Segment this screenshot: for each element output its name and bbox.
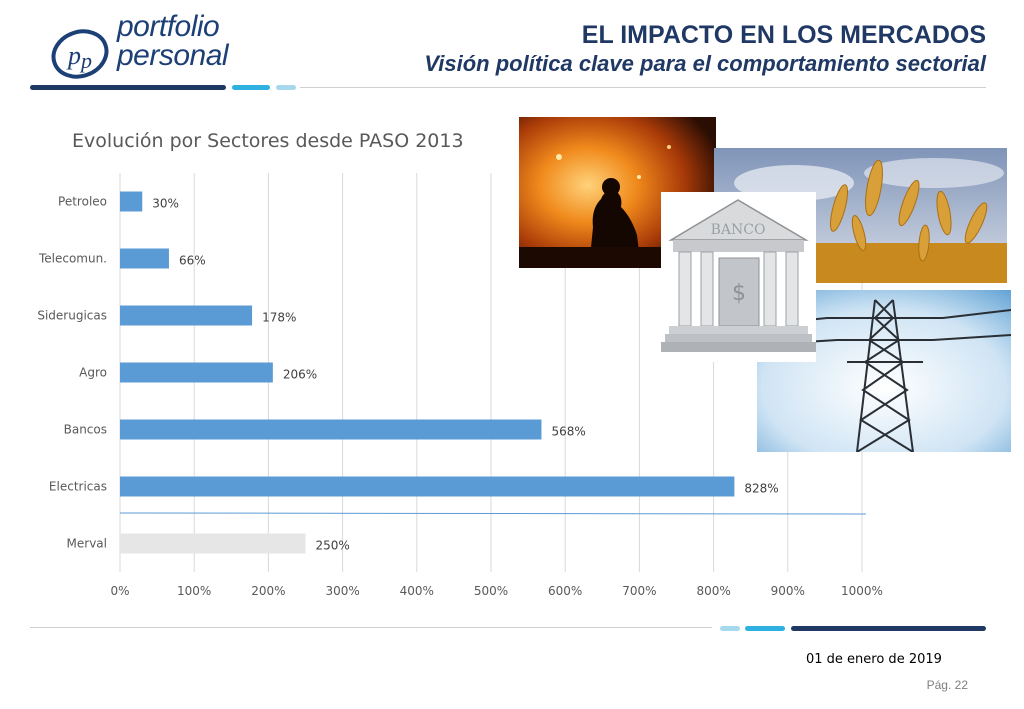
bottom-segment-blue bbox=[745, 626, 785, 631]
data-label: 206% bbox=[283, 368, 317, 382]
logo-wordmark: portfolio personal bbox=[117, 10, 229, 72]
category-label: Telecomun. bbox=[38, 252, 107, 266]
x-tick-label: 400% bbox=[400, 584, 434, 598]
svg-text:p: p bbox=[79, 48, 92, 73]
data-label: 178% bbox=[262, 311, 296, 325]
svg-text:p: p bbox=[66, 41, 81, 70]
data-label: 828% bbox=[744, 482, 778, 496]
divider-segment-dark bbox=[30, 85, 226, 90]
chart-title: Evolución por Sectores desde PASO 2013 bbox=[72, 130, 464, 152]
data-label: 568% bbox=[551, 425, 585, 439]
data-label: 30% bbox=[152, 197, 179, 211]
bar bbox=[120, 419, 542, 440]
category-label: Merval bbox=[67, 537, 107, 551]
divider-segment-blue bbox=[232, 85, 270, 90]
bar bbox=[120, 191, 143, 212]
category-label: Bancos bbox=[64, 423, 107, 437]
separator-line bbox=[119, 512, 867, 515]
portfolio-logo-icon: p p bbox=[51, 29, 109, 79]
bottom-segment-light bbox=[720, 626, 740, 631]
bar bbox=[120, 305, 253, 326]
slide-title: EL IMPACTO EN LOS MERCADOS bbox=[581, 21, 986, 49]
page-number: Pág. 22 bbox=[926, 678, 968, 692]
slide-date: 01 de enero de 2019 bbox=[806, 652, 942, 667]
data-label: 66% bbox=[179, 254, 206, 268]
logo-line-2: personal bbox=[117, 39, 229, 72]
bar bbox=[120, 362, 273, 383]
category-label: Agro bbox=[79, 366, 107, 380]
category-label: Electricas bbox=[49, 480, 107, 494]
divider-line bbox=[300, 87, 986, 88]
bank-building-photo: BANCO $ bbox=[661, 192, 816, 362]
x-tick-label: 300% bbox=[325, 584, 359, 598]
slide-title-block: EL IMPACTO EN LOS MERCADOS Visión políti… bbox=[424, 20, 986, 78]
bottom-divider-line bbox=[30, 627, 712, 628]
svg-text:$: $ bbox=[732, 281, 746, 306]
x-tick-label: 1000% bbox=[841, 584, 883, 598]
x-tick-label: 200% bbox=[251, 584, 285, 598]
x-tick-label: 900% bbox=[771, 584, 805, 598]
bar bbox=[120, 533, 306, 554]
category-label: Siderugicas bbox=[37, 309, 107, 323]
x-tick-label: 500% bbox=[474, 584, 508, 598]
bar bbox=[120, 476, 735, 497]
logo-line-1: portfolio bbox=[117, 10, 220, 43]
category-label: Petroleo bbox=[58, 195, 107, 209]
x-tick-label: 700% bbox=[622, 584, 656, 598]
data-label: 250% bbox=[316, 539, 350, 553]
x-tick-label: 600% bbox=[548, 584, 582, 598]
x-tick-label: 800% bbox=[696, 584, 730, 598]
bar bbox=[120, 248, 169, 269]
x-tick-label: 100% bbox=[177, 584, 211, 598]
slide-subtitle: Visión política clave para el comportami… bbox=[424, 51, 986, 76]
divider-segment-light bbox=[276, 85, 296, 90]
bottom-segment-dark bbox=[791, 626, 986, 631]
x-tick-label: 0% bbox=[110, 584, 129, 598]
svg-text:BANCO: BANCO bbox=[711, 222, 766, 238]
